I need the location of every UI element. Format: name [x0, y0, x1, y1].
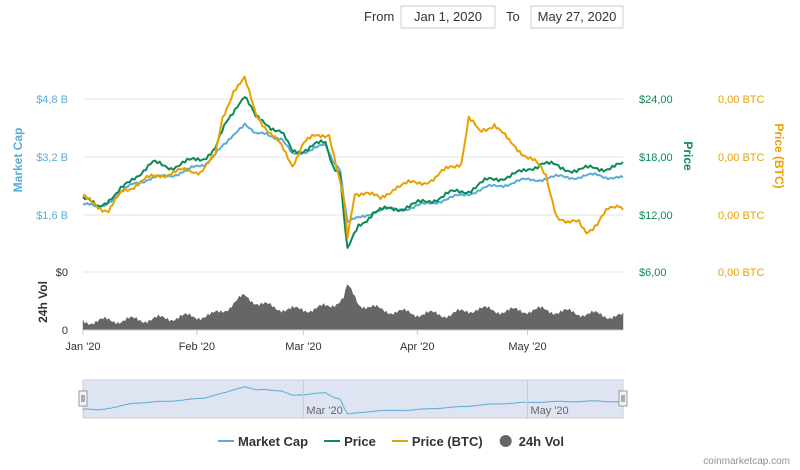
volume-axis-title: 24h Vol — [36, 281, 50, 323]
legend-label: 24h Vol — [519, 434, 564, 449]
series-line-price — [82, 96, 624, 249]
price-btc-tick: 0,00 BTC — [718, 210, 765, 222]
price-axis: $24,00 $18,00 $12,00 $6,00 — [639, 94, 673, 279]
navigator-tick-label: May '20 — [530, 405, 568, 417]
legend-item-24h-vol[interactable]: 24h Vol — [499, 434, 564, 449]
from-date-value: Jan 1, 2020 — [414, 9, 482, 24]
legend-marker — [499, 435, 512, 447]
to-date-value: May 27, 2020 — [538, 9, 617, 24]
price-tick: $18,00 — [639, 152, 673, 164]
volume-tick: $0 — [56, 267, 68, 279]
volume-tick: 0 — [62, 325, 68, 337]
legend-label: Price (BTC) — [412, 434, 483, 449]
x-tick-label: May '20 — [508, 341, 546, 353]
legend-item-market-cap[interactable]: Market Cap — [218, 434, 308, 449]
chart-legend: Market Cap Price Price (BTC) 24h Vol — [218, 434, 564, 449]
legend-label: Market Cap — [238, 434, 308, 449]
to-label: To — [506, 9, 520, 24]
navigator-tick-label: Mar '20 — [306, 405, 342, 417]
price-btc-tick: 0,00 BTC — [718, 94, 765, 106]
x-tick-label: Apr '20 — [400, 341, 435, 353]
market-cap-axis-title: Market Cap — [11, 128, 25, 193]
range-navigator[interactable]: Mar '20 May '20 — [78, 379, 628, 419]
x-tick-label: Feb '20 — [179, 341, 215, 353]
market-cap-axis: $4,8 B $3,2 B $1,6 B — [36, 94, 68, 222]
market-cap-tick: $3,2 B — [36, 152, 68, 164]
price-tick: $6,00 — [639, 267, 667, 279]
from-label: From — [364, 9, 394, 24]
legend-item-price-btc[interactable]: Price (BTC) — [391, 434, 483, 449]
price-btc-axis-title: Price (BTC) — [772, 123, 786, 188]
series-lines-layer — [82, 75, 624, 249]
price-btc-axis: 0,00 BTC 0,00 BTC 0,00 BTC 0,00 BTC — [718, 94, 765, 279]
volume-area-layer — [82, 284, 624, 331]
series-line-price-btc — [83, 75, 624, 240]
x-tick-label: Mar '20 — [285, 341, 321, 353]
volume-area — [82, 284, 624, 331]
volume-axis: $0 0 — [56, 267, 68, 337]
navigator-left-handle[interactable] — [78, 390, 88, 407]
navigator-series-layer — [82, 386, 624, 415]
from-date-input[interactable]: Jan 1, 2020 — [400, 5, 496, 29]
x-tick-label: Jan '20 — [65, 341, 100, 353]
navigator-series-line — [82, 386, 624, 415]
legend-item-price[interactable]: Price — [324, 434, 376, 449]
x-axis-ticks: Jan '20 Feb '20 Mar '20 Apr '20 May '20 — [65, 330, 547, 353]
price-axis-title: Price — [681, 141, 695, 171]
market-cap-tick: $4,8 B — [36, 94, 68, 106]
grid-lines — [83, 98, 623, 273]
credit-text[interactable]: coinmarketcap.com — [703, 456, 790, 467]
navigator-selection[interactable] — [83, 380, 623, 418]
navigator-ticks: Mar '20 May '20 — [302, 380, 569, 418]
price-btc-tick: 0,00 BTC — [718, 152, 765, 164]
to-date-input[interactable]: May 27, 2020 — [530, 5, 624, 29]
navigator-right-handle[interactable] — [618, 390, 628, 407]
price-btc-tick: 0,00 BTC — [718, 267, 765, 279]
legend-label: Price — [344, 434, 376, 449]
price-tick: $12,00 — [639, 210, 673, 222]
price-tick: $24,00 — [639, 94, 673, 106]
market-cap-tick: $1,6 B — [36, 210, 68, 222]
